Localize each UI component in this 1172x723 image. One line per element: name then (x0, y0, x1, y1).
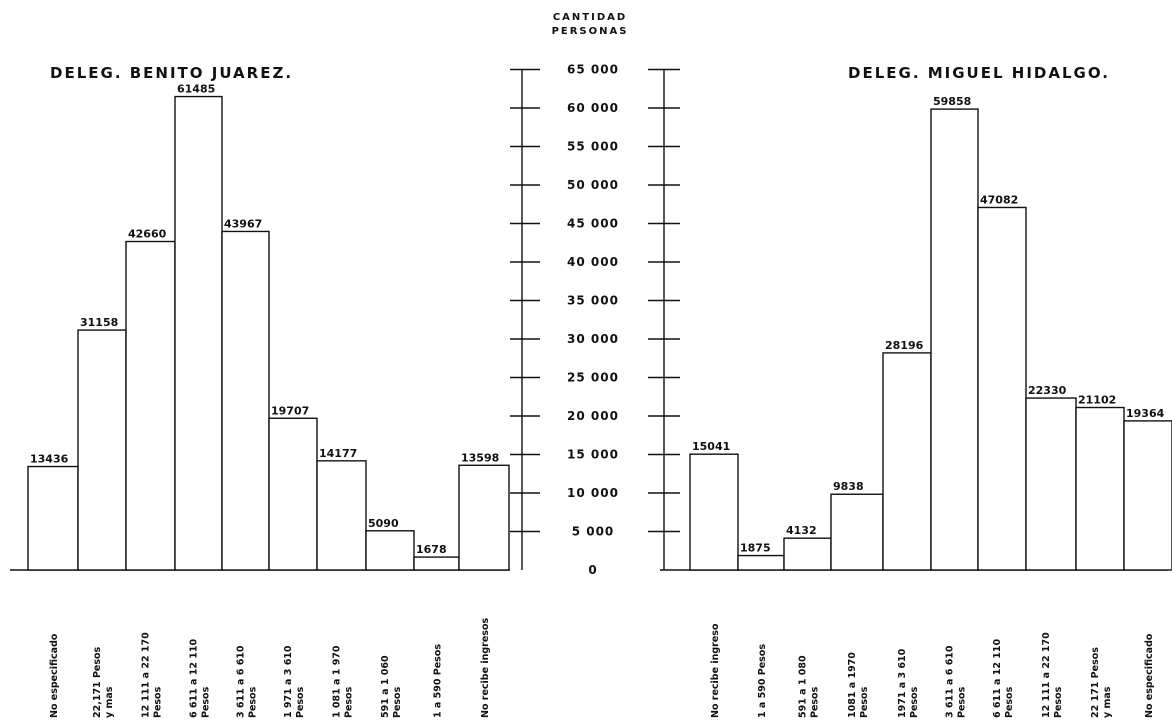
category-label: Pesos (909, 686, 920, 718)
category-label: 22 171 Pesos (1090, 647, 1101, 718)
category-label: No especificado (1144, 633, 1155, 718)
y-tick-label: 10 000 (567, 486, 619, 500)
y-tick-label: 60 000 (567, 101, 619, 115)
y-axis-title-line2: PERSONAS (552, 26, 629, 37)
y-tick-label: 0 (588, 563, 597, 577)
bar (1075, 406, 1125, 571)
category-label: 22,171 Pesos (92, 646, 103, 718)
bar (458, 464, 510, 571)
data-label: 4132 (786, 524, 817, 537)
category-label: Pesos (810, 686, 821, 718)
y-tick-label: 20 000 (567, 409, 619, 423)
data-label: 42660 (128, 228, 167, 241)
y-tick-label: 30 000 (567, 332, 619, 346)
bar (1123, 420, 1172, 571)
category-label: 1 a 590 Pesos (757, 644, 768, 718)
category-label: y mas (104, 686, 115, 718)
bar (977, 206, 1027, 571)
data-label: 5090 (368, 517, 399, 530)
y-tick-label: 15 000 (567, 448, 619, 462)
data-label: 19364 (1126, 407, 1165, 420)
bar (1025, 397, 1077, 571)
category-label: 3 611 a 6 610 (945, 645, 956, 718)
category-label: No recibe ingresos (480, 618, 491, 718)
category-label: No especificado (49, 633, 60, 718)
bar (221, 230, 270, 571)
bar (737, 554, 785, 571)
y-tick-label: 45 000 (567, 217, 619, 231)
category-label: No recibe ingreso (710, 623, 721, 718)
data-label: 28196 (885, 339, 924, 352)
data-label: 59858 (933, 95, 971, 108)
y-tick-label: 5 000 (572, 525, 615, 539)
bar (27, 465, 79, 571)
category-label: 1971 a 3 610 (897, 648, 908, 718)
y-tick-label: 25 000 (567, 371, 619, 385)
data-label: 1875 (740, 542, 771, 555)
bar (365, 530, 415, 571)
bars-benito-juarez: 13436 No especificado 31158 22,171 Pesos y m… (27, 83, 510, 718)
category-label: Pesos (859, 686, 870, 718)
category-label: Pesos (295, 686, 306, 718)
chart-title-right: DELEG. MIGUEL HIDALGO. (848, 64, 1110, 82)
data-label: 21102 (1078, 394, 1116, 407)
data-label: 13436 (30, 453, 69, 466)
category-label: 12 111 a 22 170 (1041, 632, 1052, 718)
category-label: 6 611 a 12 110 (189, 638, 200, 718)
data-label: 19707 (271, 404, 309, 417)
category-label: Pesos (153, 686, 164, 718)
category-label: Pesos (957, 686, 968, 718)
category-label: Pesos (344, 686, 355, 718)
category-label: 1 971 a 3 610 (283, 645, 294, 718)
data-label: 14177 (319, 447, 357, 460)
y-tick-label: 50 000 (567, 178, 619, 192)
y-tick-label: 35 000 (567, 294, 619, 308)
bar (174, 95, 223, 571)
category-label: 1 a 590 Pesos (433, 644, 444, 718)
bar (882, 352, 932, 571)
category-label: 591 a 1 080 (798, 655, 809, 718)
data-label: 22330 (1028, 384, 1067, 397)
category-label: 6 611 a 12 110 (992, 638, 1003, 718)
y-tick-label: 65 000 (567, 63, 619, 77)
data-label: 13598 (461, 451, 499, 464)
category-label: Pesos (201, 686, 212, 718)
chart-title-left: DELEG. BENITO JUAREZ. (50, 64, 293, 82)
bar (316, 460, 367, 571)
category-label: Pesos (1004, 686, 1015, 718)
bar (830, 493, 884, 571)
category-label: 1 081 a 1 970 (332, 645, 343, 718)
category-label: Pesos (1053, 686, 1064, 718)
y-tick-label: 40 000 (567, 255, 619, 269)
category-label: Pesos (248, 686, 259, 718)
data-label: 47082 (980, 193, 1018, 206)
bar (930, 108, 979, 571)
category-label: 12 111 a 22 170 (141, 632, 152, 718)
bar (783, 537, 832, 571)
category-label: Pesos (392, 686, 403, 718)
data-label: 43967 (224, 217, 262, 230)
category-label: 591 a 1 060 (380, 655, 391, 718)
data-label: 1678 (416, 543, 447, 556)
data-label: 31158 (80, 316, 118, 329)
bar (77, 329, 127, 571)
category-label: 3 611 a 6 610 (236, 645, 247, 718)
data-label: 9838 (833, 480, 864, 493)
bars-miguel-hidalgo: 15041 No recibe ingreso 1875 1 a 590 Pesos 4… (689, 95, 1172, 718)
category-label: y mas (1102, 686, 1113, 718)
bar (268, 417, 318, 571)
y-axis-ticks: 0 5 000 10 000 15 000 20 000 25 000 30 000 35 0… (510, 63, 680, 577)
data-label: 15041 (692, 440, 730, 453)
bar (689, 453, 739, 571)
bar (413, 556, 460, 571)
data-label: 61485 (177, 83, 215, 96)
y-tick-label: 55 000 (567, 140, 619, 154)
y-axis-title-line1: CANTIDAD (553, 12, 627, 23)
bar (125, 240, 176, 571)
category-label: 1081 a 1970 (847, 652, 858, 718)
